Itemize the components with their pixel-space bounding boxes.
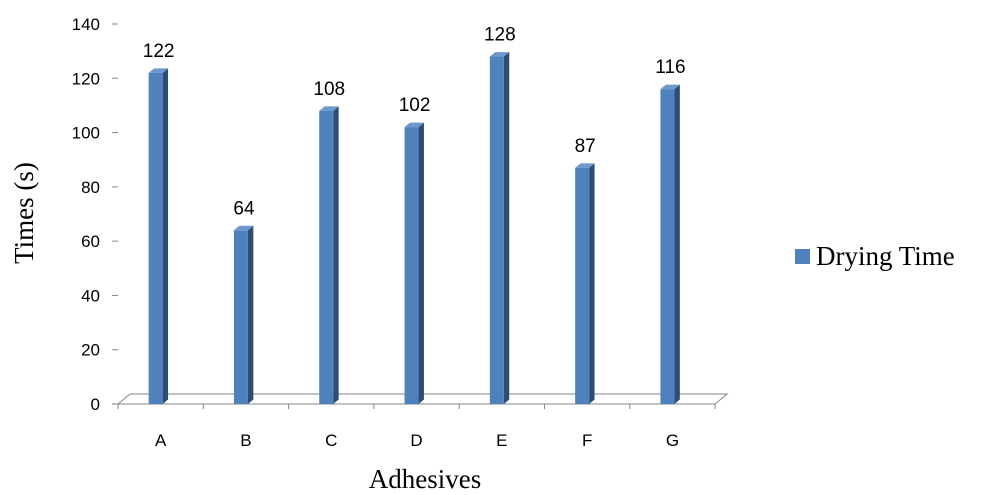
bar-side bbox=[418, 122, 424, 405]
x-tick-label: B bbox=[240, 431, 251, 450]
legend: Drying Time bbox=[795, 241, 955, 271]
bar-F bbox=[575, 163, 595, 404]
x-tick-label: A bbox=[155, 431, 167, 450]
bar-side bbox=[247, 225, 254, 404]
bar-front bbox=[660, 89, 675, 405]
bar-top bbox=[319, 106, 339, 111]
legend-label: Drying Time bbox=[816, 241, 955, 271]
bar-A bbox=[148, 68, 169, 404]
y-tick-label: 80 bbox=[81, 178, 100, 197]
bar-top bbox=[660, 84, 680, 90]
bars bbox=[148, 52, 680, 405]
chart-floor bbox=[116, 393, 729, 405]
bar-side bbox=[333, 106, 339, 404]
x-tick-label: F bbox=[582, 431, 592, 450]
bar-side bbox=[674, 84, 680, 405]
bar-front bbox=[148, 72, 163, 404]
bar-front bbox=[319, 110, 334, 404]
x-tick-label: G bbox=[666, 431, 679, 450]
bar-B bbox=[233, 225, 254, 404]
x-tick-label: D bbox=[410, 431, 422, 450]
bar-side bbox=[162, 68, 169, 404]
bar-front bbox=[233, 230, 248, 404]
bar-G bbox=[660, 84, 680, 405]
y-tick-label: 100 bbox=[72, 124, 100, 143]
bar-top bbox=[404, 122, 424, 128]
bar-top bbox=[575, 163, 595, 168]
y-tick-label: 60 bbox=[81, 232, 100, 251]
data-label: 122 bbox=[143, 41, 175, 62]
x-axis: A B C D E F G bbox=[117, 404, 716, 450]
y-tick-label: 0 bbox=[91, 395, 100, 414]
data-label: 102 bbox=[399, 95, 431, 116]
bar-front bbox=[489, 56, 504, 404]
bar-C bbox=[319, 106, 339, 404]
x-axis-title: Adhesives bbox=[369, 464, 481, 494]
bar-top bbox=[489, 52, 510, 57]
y-tick-label: 120 bbox=[72, 69, 100, 88]
bar-E bbox=[489, 52, 510, 404]
bar-side bbox=[589, 163, 595, 404]
y-axis-title: Times (s) bbox=[9, 162, 39, 264]
bar-top bbox=[148, 68, 169, 73]
y-tick-label: 20 bbox=[81, 341, 100, 360]
chart-floor-outline bbox=[116, 393, 729, 405]
data-labels: 122 64 108 102 128 87 116 bbox=[143, 25, 686, 220]
bar-D bbox=[404, 122, 424, 405]
x-tick-label: E bbox=[496, 431, 507, 450]
data-label: 64 bbox=[233, 198, 255, 219]
bar-front bbox=[575, 167, 590, 404]
bar-front bbox=[404, 127, 419, 405]
y-tick-label: 40 bbox=[81, 286, 100, 305]
data-label: 87 bbox=[575, 136, 596, 157]
data-label: 116 bbox=[655, 57, 685, 78]
bar-side bbox=[503, 52, 510, 404]
legend-swatch bbox=[795, 249, 810, 264]
bar-top bbox=[233, 225, 254, 231]
x-tick-label: C bbox=[325, 431, 337, 450]
data-label: 128 bbox=[484, 25, 516, 46]
y-tick-label: 140 bbox=[72, 15, 100, 34]
data-label: 108 bbox=[313, 79, 345, 100]
y-axis: 0 20 40 60 80 100 120 140 bbox=[72, 15, 118, 414]
